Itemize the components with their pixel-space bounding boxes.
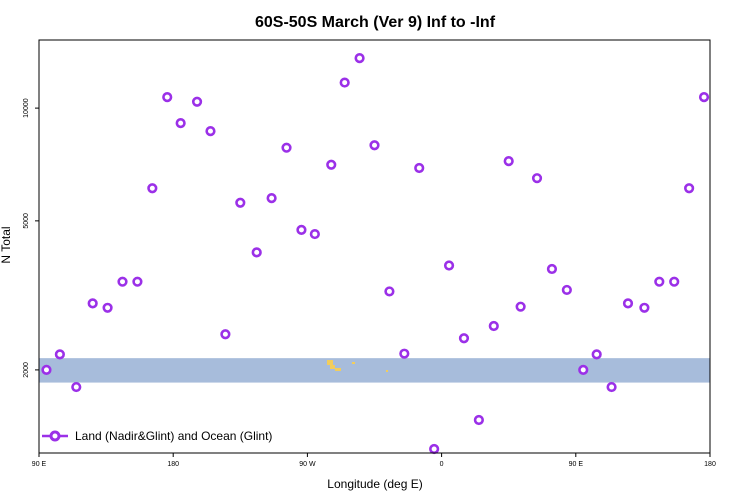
band-layer xyxy=(39,358,710,383)
legend: Land (Nadir&Glint) and Ocean (Glint) xyxy=(42,429,272,443)
data-point xyxy=(266,193,277,204)
data-point xyxy=(443,260,455,271)
x-tick-label: 90 E xyxy=(569,461,584,468)
data-point xyxy=(414,162,425,174)
data-point xyxy=(326,159,337,170)
plot-frame xyxy=(38,39,711,454)
land-patch xyxy=(330,365,335,369)
data-point xyxy=(531,173,543,184)
data-point xyxy=(191,96,203,107)
y-axis: 2000 5000 10000 xyxy=(23,98,39,378)
data-point xyxy=(251,247,262,258)
data-point xyxy=(71,381,82,393)
data-point xyxy=(339,77,350,88)
x-tick-label: 180 xyxy=(704,461,716,468)
data-point xyxy=(147,183,158,194)
x-tick-label: 180 xyxy=(167,461,179,468)
x-axis-label: Longitude (deg E) xyxy=(327,477,422,491)
data-point xyxy=(309,228,320,240)
data-point xyxy=(132,276,143,287)
data-point xyxy=(473,414,484,426)
y-tick-label: 5000 xyxy=(23,213,30,229)
land-patch xyxy=(327,360,333,365)
data-point xyxy=(205,126,216,137)
data-point xyxy=(654,276,665,287)
land-patch xyxy=(352,362,355,364)
data-point xyxy=(220,329,231,340)
data-point xyxy=(488,320,499,332)
x-tick-label: 0 xyxy=(440,461,444,468)
data-point xyxy=(162,92,173,103)
data-point xyxy=(578,364,589,376)
land-layer xyxy=(327,360,388,372)
ocean-band xyxy=(39,358,710,383)
data-point xyxy=(429,443,440,455)
points-layer xyxy=(41,52,710,455)
data-point xyxy=(369,140,380,151)
data-point xyxy=(622,298,634,309)
data-point xyxy=(41,364,52,376)
y-tick-label: 10000 xyxy=(23,98,30,118)
data-point xyxy=(546,263,558,275)
data-point xyxy=(235,197,246,208)
legend-marker-swatch xyxy=(49,430,61,442)
data-point xyxy=(503,155,514,167)
data-point xyxy=(698,92,710,103)
y-tick-label: 2000 xyxy=(23,362,30,378)
data-point xyxy=(102,302,113,313)
data-point xyxy=(591,349,602,360)
x-axis: 90 E 180 90 W 0 90 E 180 xyxy=(32,453,716,468)
data-point xyxy=(561,284,572,296)
plot-area xyxy=(39,40,710,453)
data-point xyxy=(515,301,526,312)
data-point xyxy=(281,142,292,153)
x-tick-label: 90 E xyxy=(32,461,47,468)
data-point xyxy=(296,224,307,235)
data-point xyxy=(669,276,680,287)
data-point xyxy=(684,183,695,194)
plot-background xyxy=(39,40,710,453)
legend-label: Land (Nadir&Glint) and Ocean (Glint) xyxy=(75,429,272,443)
data-point xyxy=(87,298,98,309)
data-point xyxy=(606,381,617,393)
data-point xyxy=(117,276,128,287)
data-point xyxy=(399,348,410,359)
x-tick-label: 90 W xyxy=(299,461,316,468)
data-point xyxy=(639,302,650,313)
data-point xyxy=(458,333,470,344)
chart-title: 60S-50S March (Ver 9) Inf to -Inf xyxy=(255,14,496,31)
data-point xyxy=(384,286,395,297)
y-axis-label: N Total xyxy=(0,226,13,263)
data-point xyxy=(54,349,65,360)
land-patch xyxy=(335,368,341,371)
data-point xyxy=(175,117,186,129)
land-patch xyxy=(386,370,388,372)
data-point xyxy=(354,52,365,64)
plot-border xyxy=(38,39,711,454)
